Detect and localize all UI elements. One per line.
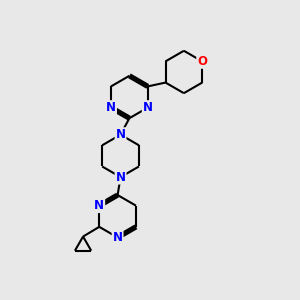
Text: N: N	[116, 128, 126, 141]
Text: N: N	[106, 101, 116, 114]
Text: O: O	[197, 55, 207, 68]
Text: N: N	[143, 101, 153, 114]
Text: N: N	[94, 199, 104, 212]
Text: N: N	[112, 231, 123, 244]
Text: N: N	[116, 171, 126, 184]
